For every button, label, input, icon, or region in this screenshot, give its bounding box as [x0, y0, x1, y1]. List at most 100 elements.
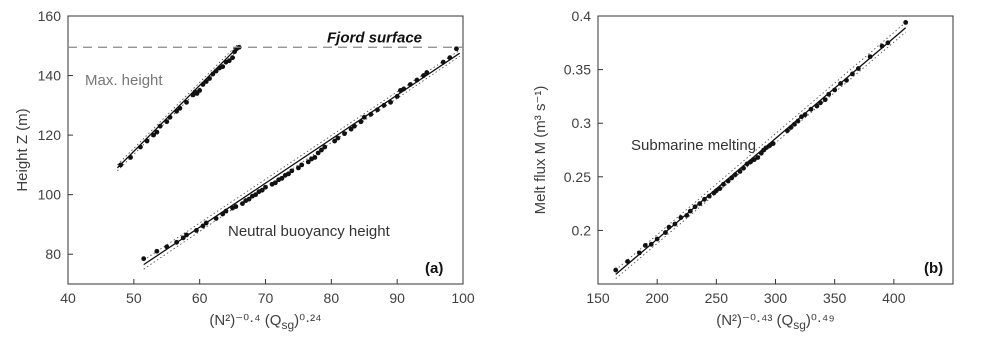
neutral-buoyancy-height-point — [154, 248, 160, 254]
neutral-buoyancy-height-point — [342, 131, 347, 137]
max-height-point — [138, 144, 143, 150]
panel-a: 40 50 60 70 80 90 100 80 100 120 140 160 Fjord surf… — [14, 8, 475, 332]
ticks-a: 40 50 60 70 80 90 100 80 100 120 140 160 — [38, 8, 475, 306]
submarine-melting-point — [732, 172, 738, 178]
neutral-buoyancy-height-point — [358, 119, 364, 125]
neutral-buoyancy-height-point — [193, 228, 199, 233]
submarine-melting-point — [808, 106, 814, 112]
submarine-melting-point — [885, 40, 891, 46]
panel-label-b: (b) — [924, 260, 943, 277]
submarine-melting-point — [678, 215, 684, 220]
submarine-melting-point — [721, 181, 726, 187]
neutral-buoyancy-height-point — [286, 171, 291, 177]
max-height-point — [200, 82, 206, 87]
submarine-melting-point — [838, 81, 843, 86]
neutral-buoyancy-height-point — [296, 165, 301, 171]
max-height-point — [167, 114, 173, 120]
neutral-buoyancy-height-point — [414, 77, 420, 83]
neutral-buoyancy-height-point — [246, 196, 252, 202]
neutral-buoyancy-height-point — [315, 150, 321, 156]
submarine-melting-confidence-line — [615, 31, 906, 279]
neutral-buoyancy-height-point — [184, 232, 189, 238]
submarine-melting-point — [799, 114, 804, 120]
submarine-melting-point — [637, 250, 642, 256]
y-tick-label: 0.3 — [572, 115, 592, 131]
submarine-melting-label: Submarine melting — [631, 137, 756, 154]
ticks-b: 150 200 250 300 350 400 0.2 0.25 0.3 0.35 0.4 — [564, 8, 906, 306]
fjord-surface-label: Fjord surface — [327, 29, 422, 46]
max-height-point — [207, 76, 212, 81]
neutral-buoyancy-height-point — [180, 235, 186, 241]
neutral-buoyancy-height-point — [299, 162, 305, 168]
neutral-buoyancy-height-point — [272, 180, 278, 186]
submarine-melting-point — [741, 165, 746, 171]
neutral-buoyancy-height-point — [381, 102, 387, 108]
y-tick-label: 0.35 — [564, 62, 591, 78]
submarine-melting-point — [802, 112, 808, 118]
x-tick-label: 50 — [126, 290, 142, 306]
confidence-band-b — [615, 22, 906, 279]
max-height-confidence-line — [117, 48, 240, 172]
submarine-melting-point — [751, 157, 757, 163]
x-tick-label: 150 — [586, 290, 610, 306]
neutral-buoyancy-height-point — [322, 144, 328, 150]
neutral-buoyancy-height-point — [223, 208, 229, 214]
max-height-point — [210, 71, 216, 77]
max-height-label: Max. height — [85, 72, 163, 89]
neutral-buoyancy-height-point — [375, 107, 380, 113]
neutral-buoyancy-height-point — [351, 123, 357, 129]
max-height-point — [144, 138, 150, 144]
neutral-buoyancy-height-point — [335, 135, 341, 141]
neutral-buoyancy-height-point — [213, 216, 219, 221]
neutral-buoyancy-height-point — [279, 175, 285, 181]
submarine-melting-point — [855, 66, 861, 71]
submarine-melting-point — [818, 100, 823, 106]
x-tick-label: 60 — [192, 290, 208, 306]
submarine-melting-point — [737, 169, 743, 174]
neutral-buoyancy-height-point — [203, 220, 209, 226]
x-tick-label: 200 — [645, 290, 669, 306]
y-tick-label: 0.2 — [572, 222, 592, 238]
y-axis-label-a: Height Z (m) — [14, 108, 31, 191]
y-axis-label-b: Melt flux M (m³ s⁻¹) — [532, 86, 549, 215]
max-height-point — [226, 58, 232, 64]
x-tick-label: 40 — [60, 290, 76, 306]
neutral-buoyancy-height-point — [368, 111, 374, 117]
submarine-melting-point — [763, 145, 769, 151]
submarine-melting-point — [822, 97, 828, 103]
x-tick-label: 100 — [451, 290, 475, 306]
max-height-point — [151, 132, 156, 138]
submarine-melting-point — [850, 71, 855, 77]
data-points-a — [118, 44, 459, 262]
plot-frame-a — [67, 15, 464, 285]
max-height-point — [154, 129, 160, 135]
max-height-point — [157, 123, 163, 129]
neutral-buoyancy-height-point — [421, 73, 426, 78]
submarine-melting-point — [770, 141, 776, 146]
x-tick-label: 250 — [705, 290, 729, 306]
max-height-point — [184, 99, 189, 105]
submarine-melting-point — [663, 230, 668, 235]
neutral-buoyancy-height-point — [253, 192, 259, 198]
submarine-melting-point — [814, 103, 820, 109]
confidence-band-a — [117, 42, 460, 270]
submarine-melting-point — [788, 125, 794, 130]
max-height-confidence-line — [117, 42, 240, 166]
x-axis-label-b: (N²)⁻⁰·⁴³ (Qsg)⁰·⁴⁹ — [716, 312, 835, 332]
y-tick-label: 0.4 — [572, 8, 592, 24]
max-height-point — [230, 55, 235, 61]
x-tick-label: 90 — [389, 290, 405, 306]
submarine-melting-point — [717, 186, 723, 191]
neutral-buoyancy-height-point — [220, 211, 226, 217]
max-height-point — [128, 155, 133, 160]
y-tick-label: 100 — [38, 187, 62, 203]
neutral-buoyancy-height-point — [361, 114, 367, 120]
max-height-point — [174, 108, 180, 114]
max-height-point — [220, 64, 226, 70]
max-height-point — [197, 88, 203, 93]
submarine-melting-point — [844, 77, 849, 83]
max-height-point — [213, 68, 219, 74]
neutral-buoyancy-height-point — [289, 168, 295, 174]
max-height-point — [164, 119, 170, 125]
submarine-melting-point — [795, 118, 801, 124]
